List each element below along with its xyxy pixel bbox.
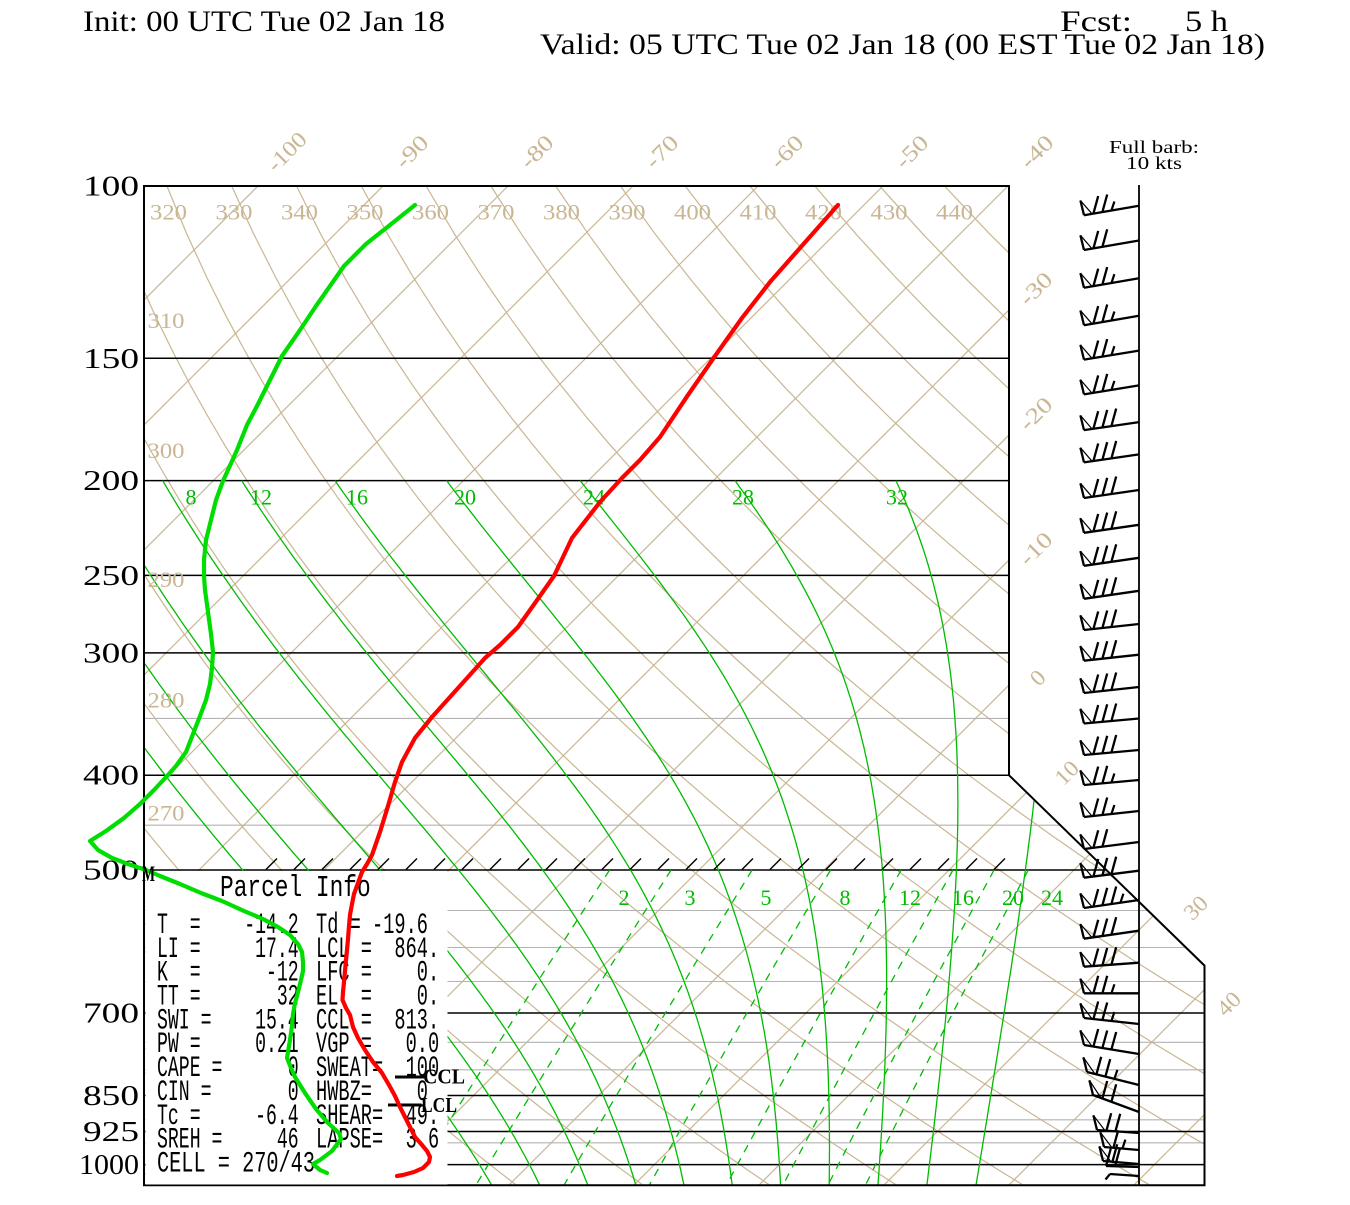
- svg-text:410: 410: [740, 200, 777, 225]
- svg-text:32: 32: [886, 485, 908, 510]
- svg-text:CAPE = 0: CAPE = 0: [157, 1052, 299, 1086]
- svg-text:5: 5: [761, 885, 772, 910]
- svg-text:CELL = 270/43: CELL = 270/43: [157, 1148, 315, 1182]
- svg-text:24: 24: [583, 485, 605, 510]
- svg-text:270: 270: [148, 801, 185, 826]
- svg-text:CCL: CCL: [423, 1065, 465, 1089]
- svg-text:SREH = 46: SREH = 46: [157, 1124, 299, 1158]
- svg-text:440: 440: [936, 200, 973, 225]
- svg-text:400: 400: [674, 200, 711, 225]
- svg-text:10 kts: 10 kts: [1126, 153, 1182, 173]
- svg-text:LCL = 864.: LCL = 864.: [316, 933, 439, 967]
- svg-text:370: 370: [478, 200, 515, 225]
- svg-text:925: 925: [83, 1116, 139, 1148]
- svg-text:5 h: 5 h: [1185, 5, 1228, 38]
- svg-text:Parcel Info: Parcel Info: [220, 871, 371, 906]
- svg-text:380: 380: [543, 200, 580, 225]
- svg-text:100: 100: [83, 171, 139, 203]
- svg-text:16: 16: [952, 885, 974, 910]
- svg-text:350: 350: [347, 200, 384, 225]
- svg-text:2: 2: [619, 885, 630, 910]
- svg-text:200: 200: [83, 465, 139, 497]
- svg-text:20: 20: [1002, 885, 1024, 910]
- svg-text:PW = 0.21: PW = 0.21: [157, 1028, 299, 1062]
- svg-text:CCL = 813.: CCL = 813.: [316, 1004, 439, 1038]
- svg-text:320: 320: [150, 200, 187, 225]
- svg-text:250: 250: [83, 560, 139, 592]
- svg-text:8: 8: [840, 885, 851, 910]
- svg-text:12: 12: [250, 485, 272, 510]
- svg-text:Init: 00 UTC Tue 02 Jan 18: Init: 00 UTC Tue 02 Jan 18: [83, 5, 445, 38]
- svg-text:850: 850: [83, 1080, 139, 1112]
- svg-text:Td = -19.6: Td = -19.6: [316, 909, 428, 943]
- svg-text:3: 3: [685, 885, 696, 910]
- svg-text:330: 330: [216, 200, 253, 225]
- svg-text:VGP = 0.0: VGP = 0.0: [316, 1028, 439, 1062]
- svg-text:400: 400: [83, 760, 139, 792]
- svg-text:LI = 17.4: LI = 17.4: [157, 933, 299, 967]
- svg-text:700: 700: [83, 998, 139, 1030]
- svg-text:290: 290: [148, 567, 185, 592]
- svg-text:1000: 1000: [79, 1149, 139, 1181]
- svg-text:390: 390: [609, 200, 646, 225]
- svg-text:CIN = 0: CIN = 0: [157, 1076, 299, 1110]
- svg-text:150: 150: [83, 343, 139, 375]
- svg-text:Fcst:: Fcst:: [1060, 5, 1132, 38]
- svg-text:280: 280: [148, 688, 185, 713]
- svg-text:Valid: 05 UTC Tue 02 Jan 18 (0: Valid: 05 UTC Tue 02 Jan 18 (00 EST Tue …: [540, 28, 1265, 61]
- svg-text:HWBZ= 0: HWBZ= 0: [316, 1076, 428, 1110]
- svg-text:310: 310: [148, 308, 185, 333]
- svg-text:Tc = -6.4: Tc = -6.4: [157, 1100, 299, 1134]
- svg-text:SWI = 15.4: SWI = 15.4: [157, 1004, 299, 1038]
- svg-text:M: M: [142, 861, 155, 886]
- svg-text:28: 28: [732, 485, 754, 510]
- svg-text:EL = 0.: EL = 0.: [316, 981, 439, 1015]
- svg-text:8: 8: [186, 485, 197, 510]
- svg-text:16: 16: [346, 485, 368, 510]
- svg-text:LFC = 0.: LFC = 0.: [316, 957, 439, 991]
- svg-text:20: 20: [454, 485, 476, 510]
- svg-text:360: 360: [412, 200, 449, 225]
- svg-text:12: 12: [899, 885, 921, 910]
- svg-text:340: 340: [281, 200, 318, 225]
- svg-text:LCL: LCL: [421, 1093, 457, 1117]
- svg-text:300: 300: [148, 438, 185, 463]
- svg-text:Full barb:: Full barb:: [1109, 137, 1199, 157]
- svg-text:TT = 32: TT = 32: [157, 981, 299, 1015]
- svg-text:430: 430: [871, 200, 908, 225]
- svg-text:K = -12: K = -12: [157, 957, 299, 991]
- svg-text:300: 300: [83, 637, 139, 669]
- svg-text:24: 24: [1041, 885, 1063, 910]
